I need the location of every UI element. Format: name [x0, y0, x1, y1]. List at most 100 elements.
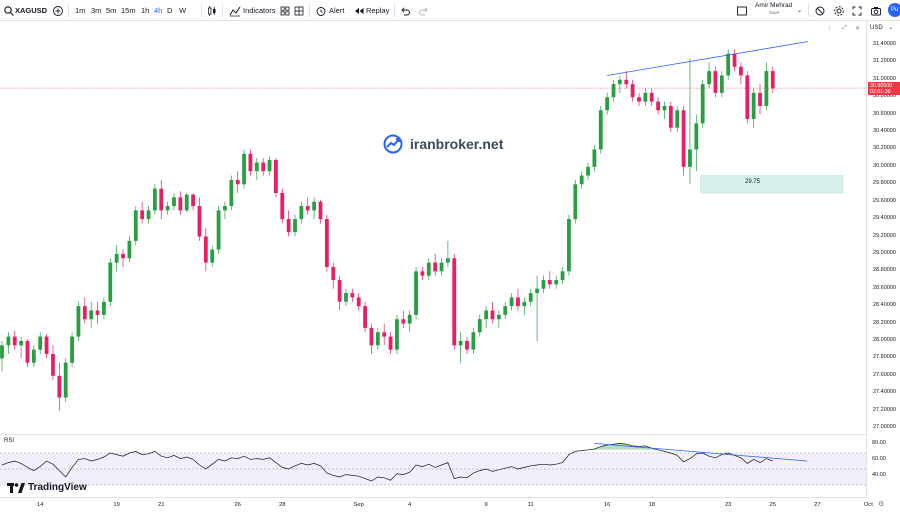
candle [643, 88, 648, 106]
candle [605, 92, 610, 115]
replay-icon[interactable] [353, 4, 365, 16]
zone-label: 29.75 [745, 179, 761, 185]
chevron-down-icon[interactable]: ⌄ [797, 8, 803, 14]
candle [248, 149, 253, 176]
symbol-name[interactable]: XAGUSD [15, 6, 48, 15]
close-pane-icon[interactable]: ✕ [855, 26, 861, 32]
iranbroker-logo-icon [383, 134, 403, 154]
candle [528, 288, 533, 307]
timeframe-3m[interactable]: 3m [91, 6, 102, 15]
user-name[interactable]: Amir Mehrad [755, 2, 793, 9]
candle [140, 201, 145, 224]
object-tree-icon[interactable] [814, 4, 826, 16]
time-tick-label: 4 [408, 502, 412, 508]
timeframe-5m[interactable]: 5m [106, 6, 117, 15]
candle [541, 275, 546, 294]
time-tick-label: 23 [724, 502, 732, 508]
candle [210, 245, 215, 267]
price-tick-label: 29.20000 [873, 232, 896, 239]
candle [293, 214, 297, 237]
alert-button[interactable]: Alert [329, 6, 345, 15]
axis-settings-gear-icon[interactable]: ⚙ [878, 501, 885, 508]
price-tick-label: 31.20000 [873, 58, 896, 65]
candle [318, 199, 323, 224]
settings-gear-icon[interactable] [833, 4, 845, 16]
candle [681, 105, 686, 176]
timeframe-w[interactable]: W [179, 6, 187, 15]
candle [133, 206, 138, 246]
candle [611, 79, 616, 102]
candle-type-icon[interactable] [206, 4, 218, 16]
layout-grid-icon[interactable] [279, 4, 291, 16]
layout-square-icon[interactable] [736, 4, 748, 16]
candle [624, 71, 629, 89]
redo-icon[interactable] [418, 4, 430, 16]
candle [337, 275, 342, 311]
rsi-tick-label: 40.00 [872, 472, 886, 478]
candle [356, 293, 361, 311]
compare-add-icon[interactable] [52, 4, 64, 16]
replay-button[interactable]: Replay [366, 6, 390, 15]
price-tick-label: 28.20000 [873, 319, 896, 326]
time-tick-label: 28 [279, 502, 286, 508]
candle [25, 339, 30, 368]
publish-button[interactable]: Pu [888, 3, 900, 17]
resistance-trendline[interactable] [607, 41, 809, 76]
candle [203, 227, 208, 272]
candle [114, 245, 119, 272]
alert-clock-icon[interactable] [315, 4, 327, 16]
candle [267, 156, 272, 176]
candle [579, 171, 584, 189]
undo-icon[interactable] [399, 4, 411, 16]
candle [76, 301, 81, 341]
rsi-pane[interactable]: RSI [0, 434, 866, 497]
candle [286, 210, 291, 237]
candle [152, 184, 157, 215]
candle [305, 197, 310, 215]
candle [108, 258, 113, 307]
templates-icon[interactable] [293, 4, 305, 16]
currency-selector[interactable]: USD ⌄ [867, 23, 899, 34]
candle [382, 323, 387, 346]
candle [197, 197, 202, 241]
price-chart[interactable] [0, 21, 866, 433]
price-tick-label: 27.40000 [873, 389, 896, 396]
timeframe-d[interactable]: D [167, 6, 173, 15]
support-zone[interactable] [700, 175, 844, 194]
candle [254, 158, 259, 180]
camera-snapshot-icon[interactable] [870, 4, 882, 16]
scroll-down-icon[interactable]: ↓ [828, 25, 831, 31]
candle [242, 149, 246, 189]
price-axis[interactable]: 31.40000 31.20000 31.00000 30.80000 30.60000… [866, 21, 900, 497]
timeframe-4h[interactable]: 4h [154, 6, 163, 15]
candle [31, 345, 36, 368]
time-tick-label: 21 [158, 502, 165, 508]
candle [509, 293, 514, 311]
symbol-search-icon[interactable] [3, 4, 15, 16]
price-tick-label: 28.00000 [873, 336, 896, 343]
candle [146, 206, 151, 224]
candle [235, 171, 240, 193]
candle [764, 62, 769, 111]
candle [662, 101, 667, 119]
current-price: 30.90500 [870, 82, 893, 89]
candle [452, 253, 457, 350]
fullscreen-icon[interactable] [851, 4, 863, 16]
candle [547, 271, 552, 289]
candle [758, 84, 762, 115]
timeframe-1m[interactable]: 1m [75, 6, 86, 15]
indicators-icon[interactable] [229, 4, 241, 17]
candle [0, 340, 4, 372]
price-tick-label: 28.40000 [873, 302, 896, 309]
price-tick-label: 30.60000 [873, 110, 896, 117]
rsi-divergence-trendline[interactable] [594, 443, 808, 462]
time-axis[interactable]: 14 19 21 26 28 Sep 4 9 11 16 18 23 25 27 Oct [0, 497, 873, 512]
timeframe-15m[interactable]: 15m [121, 6, 136, 15]
maximize-pane-icon[interactable]: ⤢ [842, 25, 847, 31]
indicators-button[interactable]: Indicators [243, 6, 276, 15]
timeframe-1h[interactable]: 1h [141, 6, 150, 15]
candle [586, 162, 590, 180]
rsi-label[interactable]: RSI [4, 438, 15, 444]
candle [274, 158, 278, 198]
candle [102, 297, 106, 320]
